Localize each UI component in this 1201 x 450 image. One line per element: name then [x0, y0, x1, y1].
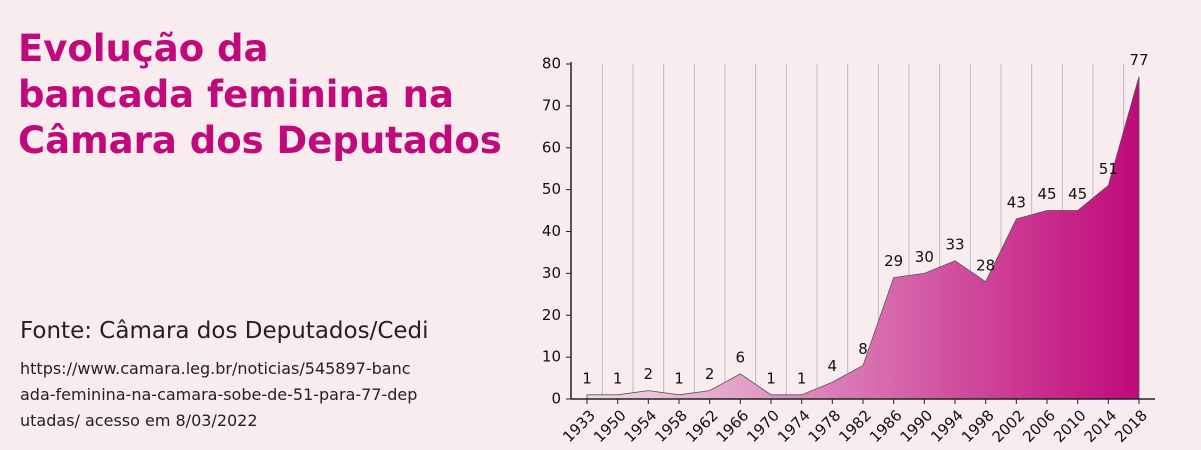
x-tick-label: 1978 [805, 406, 845, 446]
value-label: 1 [582, 369, 592, 387]
y-tick-label: 80 [542, 55, 561, 73]
y-tick-label: 50 [542, 180, 561, 198]
x-tick-label: 1962 [682, 406, 722, 446]
value-label: 1 [766, 369, 776, 387]
value-label: 1 [797, 369, 807, 387]
value-label: 4 [828, 357, 838, 375]
value-label: 45 [1037, 185, 1056, 203]
source-url-line: https://www.camara.leg.br/noticias/54589… [20, 359, 411, 378]
x-tick-label: 2010 [1050, 406, 1090, 446]
x-tick-label: 1954 [621, 406, 661, 446]
source: Fonte: Câmara dos Deputados/Cedi [20, 318, 429, 344]
source-url: https://www.camara.leg.br/noticias/54589… [20, 356, 417, 434]
value-label: 51 [1099, 160, 1118, 178]
value-label: 30 [915, 248, 934, 266]
x-tick-label: 2018 [1111, 406, 1151, 446]
x-tick-label: 1994 [927, 406, 967, 446]
x-tick-label: 1933 [559, 406, 599, 446]
x-tick-label: 2014 [1081, 406, 1121, 446]
x-tick-label: 1998 [958, 406, 998, 446]
value-label: 2 [705, 365, 715, 383]
y-tick-label: 60 [542, 138, 561, 156]
y-tick-label: 30 [542, 264, 561, 282]
x-tick-label: 1970 [743, 406, 783, 446]
value-label: 45 [1068, 185, 1087, 203]
value-label: 8 [858, 340, 868, 358]
value-label: 2 [644, 365, 654, 383]
source-url-line: utadas/ acesso em 8/03/2022 [20, 411, 258, 430]
value-label: 33 [945, 235, 964, 253]
y-tick-label: 20 [542, 306, 561, 324]
value-label: 28 [976, 256, 995, 274]
x-tick-label: 2002 [989, 406, 1029, 446]
value-label: 6 [736, 348, 746, 366]
title: Evolução da bancada feminina na Câmara dos… [18, 26, 502, 164]
area [586, 76, 1140, 400]
y-tick-label: 40 [542, 222, 561, 240]
x-tick-label: 1958 [651, 406, 691, 446]
y-tick-label: 10 [542, 348, 561, 366]
x-tick-label: 1974 [774, 406, 814, 446]
value-label: 77 [1129, 51, 1148, 69]
y-tick-label: 70 [542, 96, 561, 114]
x-tick-label: 1966 [713, 406, 753, 446]
value-label: 1 [674, 369, 684, 387]
title-line: bancada feminina na [18, 73, 454, 116]
x-tick-label: 1982 [835, 406, 875, 446]
value-label: 29 [884, 252, 903, 270]
title-line: Evolução da [18, 27, 269, 70]
title-line: Câmara dos Deputados [18, 119, 502, 162]
value-label: 43 [1007, 193, 1026, 211]
x-tick-label: 1990 [897, 406, 937, 446]
y-tick-label: 0 [551, 390, 561, 408]
source-url-line: ada-feminina-na-camara-sobe-de-51-para-7… [20, 385, 418, 404]
value-label: 1 [613, 369, 623, 387]
x-tick-label: 1950 [590, 406, 630, 446]
x-tick-label: 1986 [866, 406, 906, 446]
x-tick-label: 2006 [1019, 406, 1059, 446]
